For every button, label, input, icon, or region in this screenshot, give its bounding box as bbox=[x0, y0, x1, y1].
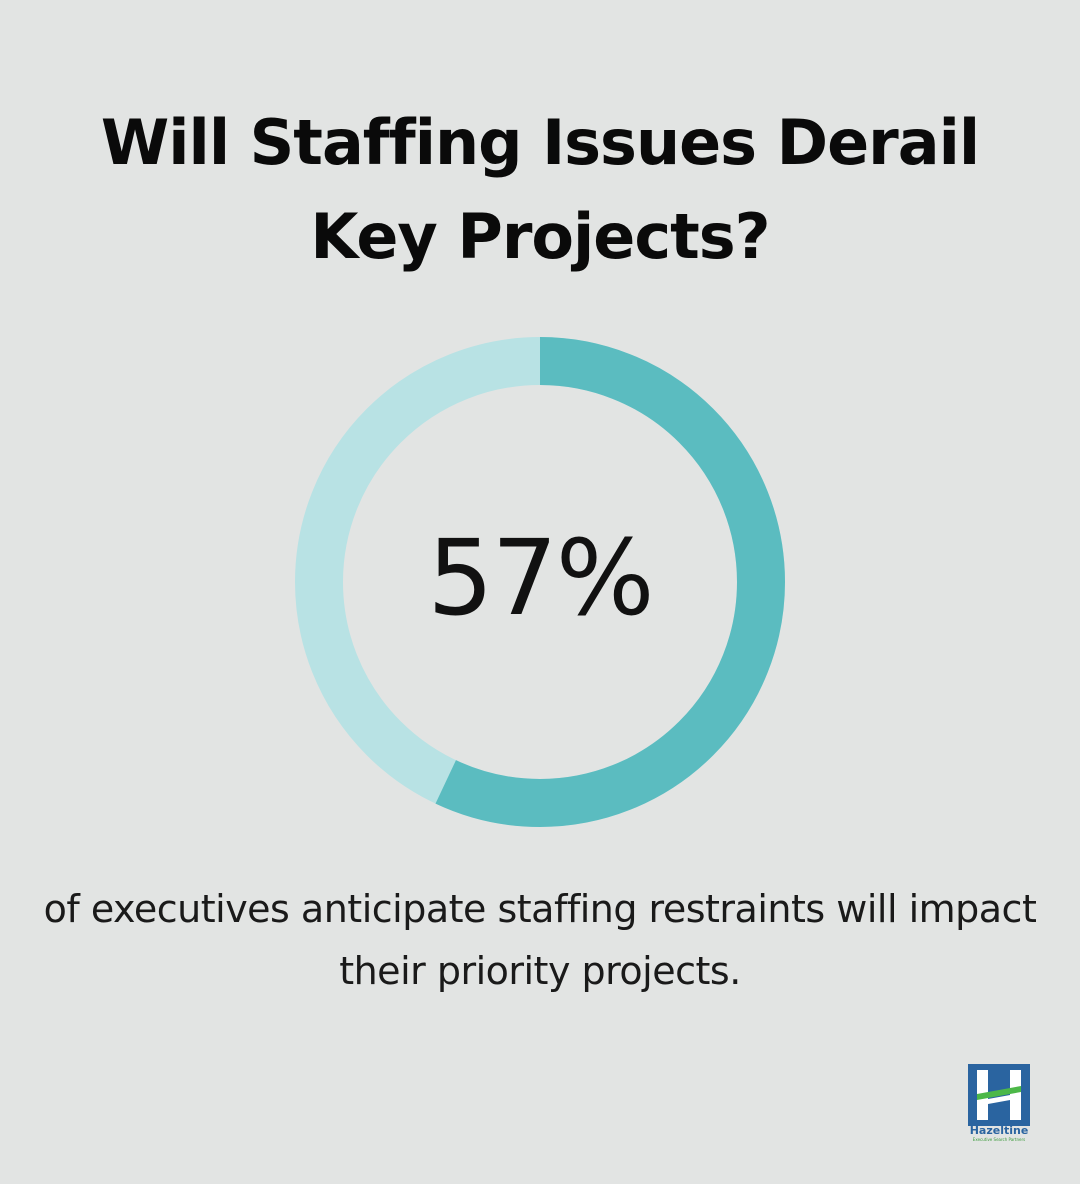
donut-filled-segment bbox=[295, 337, 785, 827]
hazeltine-logo-icon bbox=[968, 1064, 1030, 1126]
donut-chart bbox=[295, 337, 785, 827]
page-title: Will Staffing Issues Derail Key Projects… bbox=[100, 106, 980, 273]
logo-tagline: Executive Search Partners bbox=[972, 1137, 1026, 1142]
stat-caption: of executives anticipate staffing restra… bbox=[43, 887, 1037, 993]
logo-name: Hazeltine bbox=[969, 1124, 1029, 1137]
hazeltine-logo: Hazeltine Executive Search Partners bbox=[966, 1064, 1032, 1144]
donut-value-label: 57% bbox=[427, 517, 654, 639]
